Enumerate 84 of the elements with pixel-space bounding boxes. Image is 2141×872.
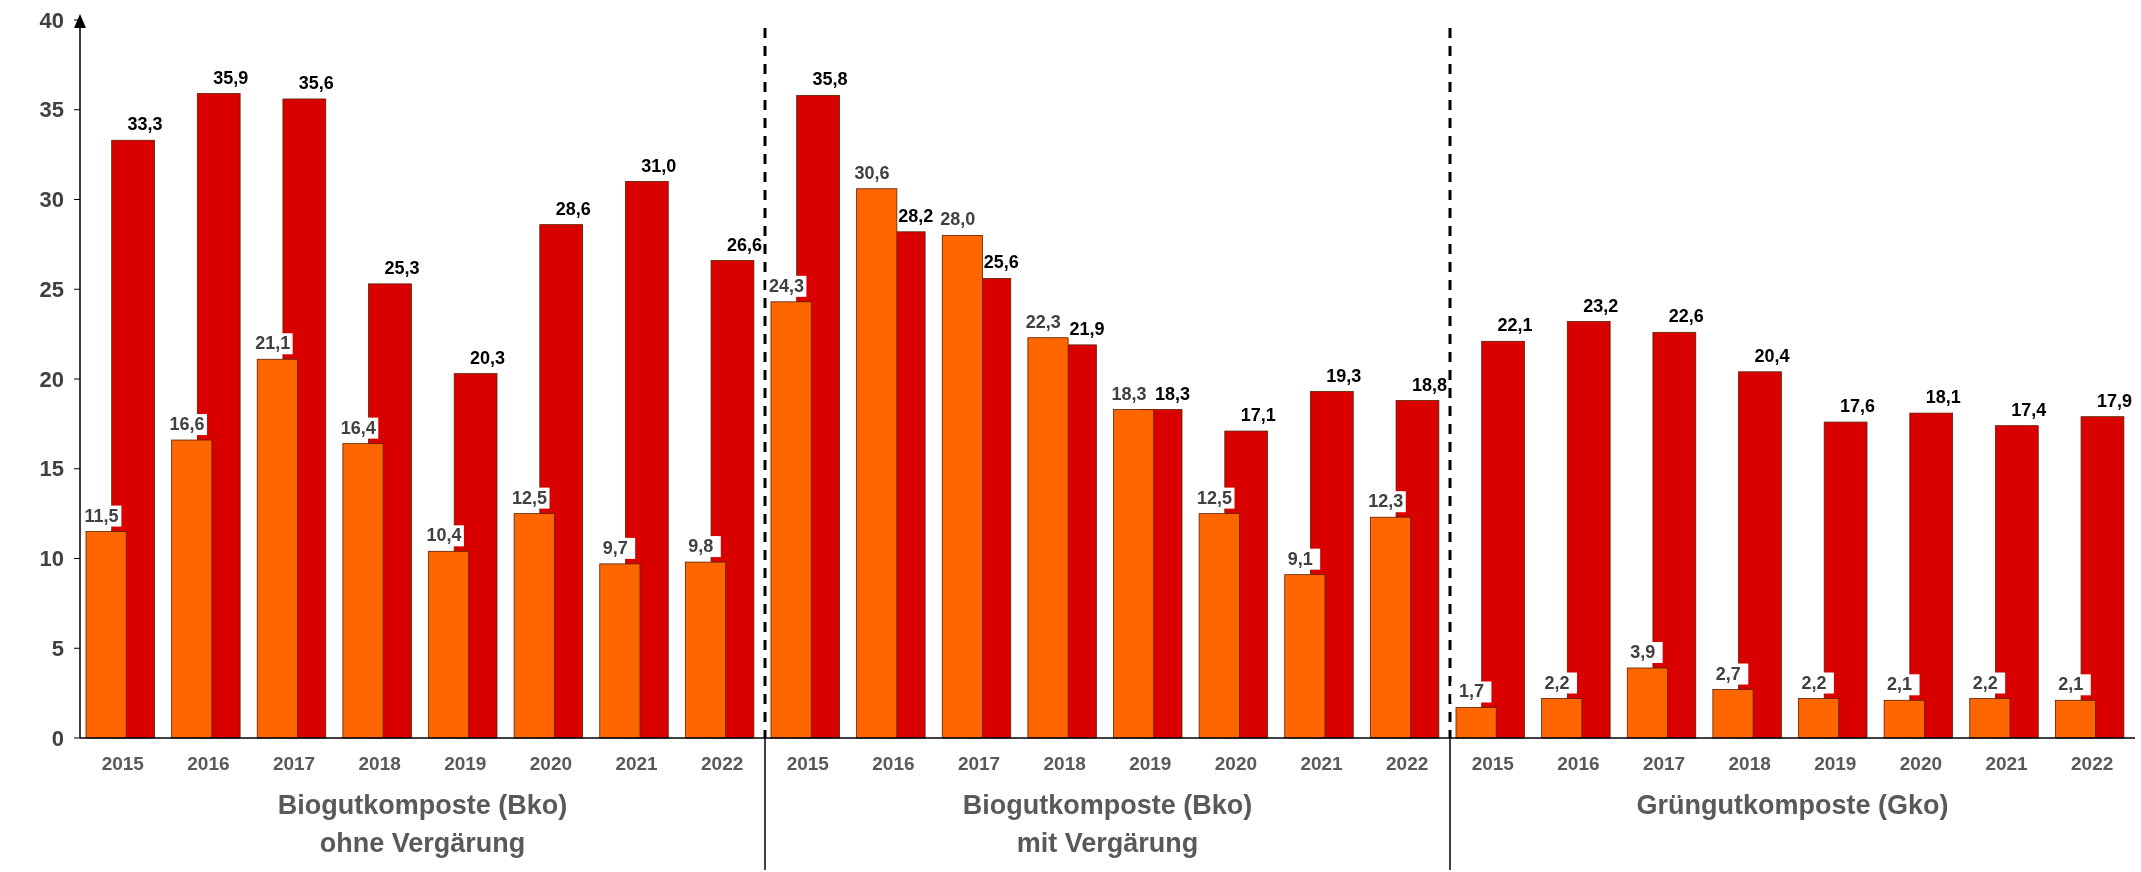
data-label: 18,3 xyxy=(1155,383,1191,404)
x-tick-label: 2021 xyxy=(1985,753,2029,774)
data-label: 18,8 xyxy=(1411,374,1447,395)
data-label: 16,6 xyxy=(169,414,205,435)
data-label: 35,6 xyxy=(298,72,334,93)
data-label: 25,6 xyxy=(983,252,1019,273)
x-tick-label: 2020 xyxy=(1899,753,1943,774)
data-label: 22,3 xyxy=(1025,311,1061,332)
x-tick-label: 2020 xyxy=(529,753,573,774)
data-label: 2,7 xyxy=(1715,663,1741,684)
data-label: 35,8 xyxy=(812,69,848,90)
x-tick-label: 2021 xyxy=(615,753,659,774)
data-label: 28,2 xyxy=(898,205,934,226)
data-label: 18,1 xyxy=(1925,387,1961,408)
x-tick-label: 2015 xyxy=(101,753,145,774)
x-tick-label: 2018 xyxy=(1728,753,1771,774)
data-label: 12,3 xyxy=(1368,491,1404,512)
x-tick-label: 2019 xyxy=(1814,753,1857,774)
x-tick-label: 2021 xyxy=(1300,753,1344,774)
data-label: 10,4 xyxy=(426,525,462,546)
y-tick-label: 40 xyxy=(39,7,64,33)
data-label: 18,3 xyxy=(1111,383,1147,404)
data-label: 22,6 xyxy=(1668,306,1704,327)
data-label: 28,0 xyxy=(940,209,976,230)
data-label: 25,3 xyxy=(384,257,420,278)
data-label: 17,1 xyxy=(1240,405,1276,426)
data-label: 3,9 xyxy=(1630,641,1656,662)
data-label: 2,1 xyxy=(1887,674,1913,695)
data-label: 9,8 xyxy=(688,536,714,557)
data-label: 17,6 xyxy=(1840,396,1876,417)
data-label: 35,9 xyxy=(213,67,249,88)
y-tick-label: 10 xyxy=(39,546,64,572)
data-label: 17,9 xyxy=(2096,390,2132,411)
x-tick-label: 2019 xyxy=(444,753,487,774)
y-tick-label: 35 xyxy=(39,97,64,123)
data-label: 1,7 xyxy=(1458,681,1484,702)
data-label: 16,4 xyxy=(340,417,376,438)
data-label: 20,4 xyxy=(1754,345,1790,366)
data-label: 28,6 xyxy=(555,198,591,219)
text: Grüngutkomposte (Gko) xyxy=(1636,790,1949,820)
data-label: 22,1 xyxy=(1497,315,1533,336)
data-label: 19,3 xyxy=(1326,365,1362,386)
y-tick-label: 20 xyxy=(39,366,64,392)
data-label: 24,3 xyxy=(768,275,804,296)
y-tick-label: 15 xyxy=(39,456,64,482)
data-label: 11,5 xyxy=(84,505,119,526)
data-label: 21,1 xyxy=(255,333,291,354)
y-tick-label: 30 xyxy=(39,187,64,213)
x-tick-label: 2022 xyxy=(2071,753,2114,774)
data-label: 23,2 xyxy=(1583,295,1619,316)
data-label: 31,0 xyxy=(641,155,677,176)
data-label: 33,3 xyxy=(127,114,163,135)
data-label: 12,5 xyxy=(1197,487,1233,508)
x-tick-label: 2019 xyxy=(1129,753,1172,774)
x-tick-label: 2016 xyxy=(187,753,230,774)
data-label: 2,2 xyxy=(1972,672,1998,693)
x-tick-label: 2016 xyxy=(1557,753,1600,774)
x-tick-label: 2017 xyxy=(957,753,1001,774)
x-tick-label: 2020 xyxy=(1214,753,1258,774)
text: Biogutkomposte (Bko) mit Vergärung xyxy=(962,790,1253,858)
x-tick-label: 2017 xyxy=(272,753,316,774)
x-tick-label: 2018 xyxy=(1043,753,1086,774)
y-tick-label: 25 xyxy=(39,276,64,302)
data-label: 20,3 xyxy=(470,347,506,368)
data-label: 9,1 xyxy=(1287,548,1313,569)
x-tick-label: 2022 xyxy=(701,753,744,774)
data-label: 2,1 xyxy=(2058,674,2084,695)
x-tick-label: 2015 xyxy=(1471,753,1515,774)
x-tick-label: 2015 xyxy=(786,753,830,774)
data-label: 2,2 xyxy=(1801,672,1827,693)
x-tick-label: 2018 xyxy=(358,753,401,774)
data-label: 30,6 xyxy=(854,162,890,183)
x-tick-label: 2017 xyxy=(1642,753,1686,774)
text: Biogutkomposte (Bko) ohne Vergärung xyxy=(277,790,568,858)
x-tick-label: 2016 xyxy=(872,753,915,774)
x-tick-label: 2022 xyxy=(1386,753,1429,774)
data-label: 2,2 xyxy=(1544,672,1570,693)
data-label: 9,7 xyxy=(602,537,628,558)
y-tick-label: 0 xyxy=(51,725,64,751)
y-tick-label: 5 xyxy=(51,635,64,661)
data-label: 17,4 xyxy=(2011,399,2047,420)
data-label: 12,5 xyxy=(512,487,548,508)
data-label: 26,6 xyxy=(726,234,762,255)
data-label: 21,9 xyxy=(1069,318,1105,339)
